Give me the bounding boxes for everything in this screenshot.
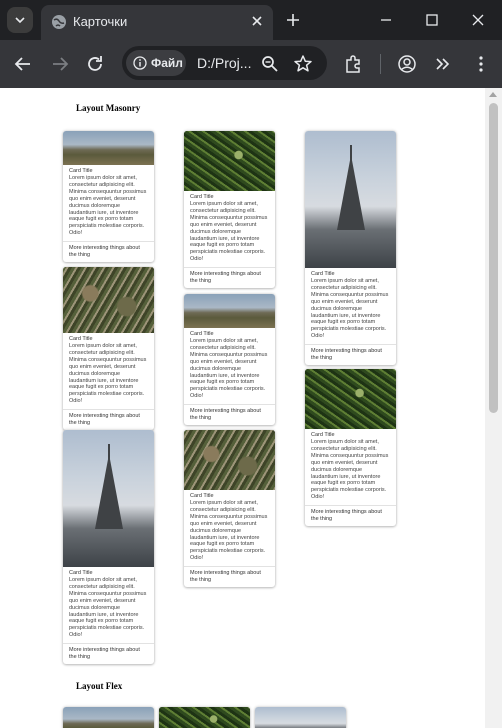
card-footer: More interesting things about the thing — [184, 404, 275, 425]
card-text: Lorem ipsum dolor sit amet, consectetur … — [69, 577, 148, 639]
card[interactable]: Card Title Lorem ipsum dolor sit amet, c… — [184, 294, 275, 425]
card-image-pine — [159, 707, 250, 728]
tab-bar: Карточки — [0, 0, 502, 40]
card-image-eiffel — [63, 430, 154, 567]
card-text: Lorem ipsum dolor sit amet, consectetur … — [190, 201, 269, 263]
minimize-icon[interactable] — [376, 10, 396, 30]
card-image-landscape — [63, 707, 154, 728]
card-image-landscape — [184, 294, 275, 328]
card-title: Card Title — [69, 570, 148, 577]
card-text: Lorem ipsum dolor sit amet, consectetur … — [311, 278, 390, 340]
card-title: Card Title — [190, 331, 269, 338]
card-title: Card Title — [311, 432, 390, 439]
card-image-eiffel — [305, 131, 396, 268]
card[interactable]: Card Title Lorem ipsum dolor sit amet, c… — [184, 131, 275, 288]
chevron-down-icon — [14, 14, 26, 26]
card-image-pine — [305, 369, 396, 429]
card-image-eiffel — [255, 707, 346, 728]
card-image-landscape — [63, 131, 154, 165]
scrollbar-thumb[interactable] — [489, 103, 498, 413]
card-text: Lorem ipsum dolor sit amet, consectetur … — [311, 439, 390, 501]
card-title: Card Title — [69, 168, 148, 175]
toolbar-separator — [380, 54, 381, 74]
browser-toolbar: Файл D:/Proj... — [0, 40, 502, 88]
card[interactable]: Card Title Lorem ipsum dolor sit amet, c… — [63, 430, 154, 664]
card-title: Card Title — [190, 493, 269, 500]
url-text[interactable]: D:/Proj... — [197, 55, 251, 71]
card-image-leaves — [63, 267, 154, 333]
card[interactable]: Card Title Lorem ipsum dolor sit amet, c… — [63, 267, 154, 430]
card-footer: More interesting things about the thing — [305, 505, 396, 526]
card-footer: More interesting things about the thing — [63, 643, 154, 664]
reload-icon[interactable] — [84, 53, 106, 75]
maximize-icon[interactable] — [422, 10, 442, 30]
card[interactable]: Card Title Lorem ipsum dolor sit amet, c… — [184, 430, 275, 587]
forward-arrow-icon[interactable] — [49, 53, 71, 75]
zoom-icon[interactable] — [259, 53, 281, 75]
close-window-icon[interactable] — [468, 10, 488, 30]
profile-icon[interactable] — [396, 53, 418, 75]
masonry-section-title: Layout Masonry — [76, 103, 140, 113]
card-footer: More interesting things about the thing — [184, 566, 275, 587]
card-footer: More interesting things about the thing — [63, 409, 154, 430]
page-scrollbar[interactable] — [485, 88, 502, 728]
card-text: Lorem ipsum dolor sit amet, consectetur … — [69, 175, 148, 237]
card-footer: More interesting things about the thing — [184, 267, 275, 288]
tab-search-button[interactable] — [7, 7, 33, 33]
active-tab[interactable]: Карточки — [41, 5, 273, 40]
card[interactable]: Card Title Lorem ipsum dolor sit amet, c… — [305, 369, 396, 526]
flex-card[interactable] — [255, 707, 346, 728]
close-tab-icon[interactable] — [249, 13, 265, 29]
flex-section-title: Layout Flex — [76, 681, 122, 691]
menu-kebab-icon[interactable] — [470, 53, 492, 75]
site-info-chip[interactable]: Файл — [126, 50, 186, 76]
card-title: Card Title — [311, 271, 390, 278]
card-footer: More interesting things about the thing — [63, 241, 154, 262]
globe-icon — [51, 14, 67, 30]
page-viewport: Layout Masonry Card Title Lorem ipsum do… — [0, 88, 485, 728]
card-image-pine — [184, 131, 275, 191]
flex-card[interactable] — [159, 707, 250, 728]
card[interactable]: Card Title Lorem ipsum dolor sit amet, c… — [305, 131, 396, 365]
flex-card[interactable] — [63, 707, 154, 728]
extensions-icon[interactable] — [342, 53, 364, 75]
new-tab-icon[interactable] — [283, 10, 303, 30]
card-title: Card Title — [69, 336, 148, 343]
scroll-up-arrow-icon[interactable] — [489, 92, 497, 97]
back-arrow-icon[interactable] — [12, 53, 34, 75]
site-info-label: Файл — [151, 56, 183, 70]
more-tools-chevron-icon[interactable] — [432, 53, 454, 75]
card-text: Lorem ipsum dolor sit amet, consectetur … — [190, 500, 269, 562]
info-icon — [133, 56, 147, 70]
card-image-leaves — [184, 430, 275, 490]
card[interactable]: Card Title Lorem ipsum dolor sit amet, c… — [63, 131, 154, 262]
card-title: Card Title — [190, 194, 269, 201]
card-text: Lorem ipsum dolor sit amet, consectetur … — [190, 338, 269, 400]
bookmark-star-icon[interactable] — [292, 53, 314, 75]
tab-title: Карточки — [73, 14, 127, 29]
card-text: Lorem ipsum dolor sit amet, consectetur … — [69, 343, 148, 405]
card-footer: More interesting things about the thing — [305, 344, 396, 365]
